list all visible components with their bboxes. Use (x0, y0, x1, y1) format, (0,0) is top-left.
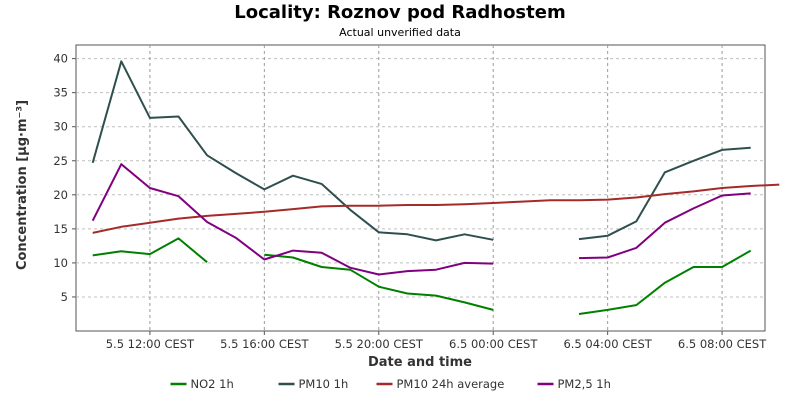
series-line-pm10-1h (91, 60, 751, 242)
x-tick-label: 5.5 20:00 CEST (335, 337, 424, 351)
x-tick-label: 6.5 00:00 CEST (449, 337, 538, 351)
y-tick-label: 25 (53, 154, 68, 168)
plot-frame (75, 44, 766, 332)
x-tick-label: 5.5 16:00 CEST (220, 337, 309, 351)
y-tick-label: 20 (53, 188, 68, 202)
series-line-pm10-24h-average (92, 183, 780, 234)
x-axis: 5.5 12:00 CEST 5.5 16:00 CEST 5.5 20:00 CE… (106, 331, 767, 351)
legend-item-pm10-1h: PM10 1h (278, 377, 349, 391)
legend-item-pm10-24h-average: PM10 24h average (376, 377, 505, 391)
y-tick-label: 15 (53, 222, 68, 236)
series-line-pm2-5-1h (91, 163, 751, 276)
y-tick-label: 35 (53, 86, 68, 100)
legend-label: PM10 24h average (397, 377, 505, 391)
legend: NO2 1h PM10 1h PM10 24h average PM2,5 1h (170, 377, 611, 391)
grid (76, 45, 765, 331)
legend-label: PM2,5 1h (558, 377, 611, 391)
legend-item-pm2-5-1h: PM2,5 1h (537, 377, 611, 391)
series-line-no2-1h (92, 237, 752, 315)
y-tick-label: 10 (53, 256, 68, 270)
y-axis-label: Concentration [µg·m⁻³] (15, 100, 30, 270)
x-tick-label: 5.5 12:00 CEST (106, 337, 195, 351)
chart-title: Locality: Roznov pod Radhostem (234, 2, 565, 23)
x-tick-label: 6.5 08:00 CEST (678, 337, 767, 351)
legend-label: NO2 1h (191, 377, 234, 391)
legend-item-no2-1h: NO2 1h (170, 377, 234, 391)
x-axis-label: Date and time (368, 355, 472, 370)
chart-subtitle: Actual unverified data (339, 26, 461, 39)
y-tick-label: 30 (53, 120, 68, 134)
y-tick-label: 5 (61, 290, 68, 304)
y-tick-label: 40 (53, 52, 68, 66)
y-axis: 5 10 15 20 25 30 35 40 (53, 52, 76, 304)
plot-area (75, 44, 766, 332)
x-tick-label: 6.5 04:00 CEST (563, 337, 652, 351)
series-layer (91, 60, 780, 315)
legend-label: PM10 1h (299, 377, 349, 391)
